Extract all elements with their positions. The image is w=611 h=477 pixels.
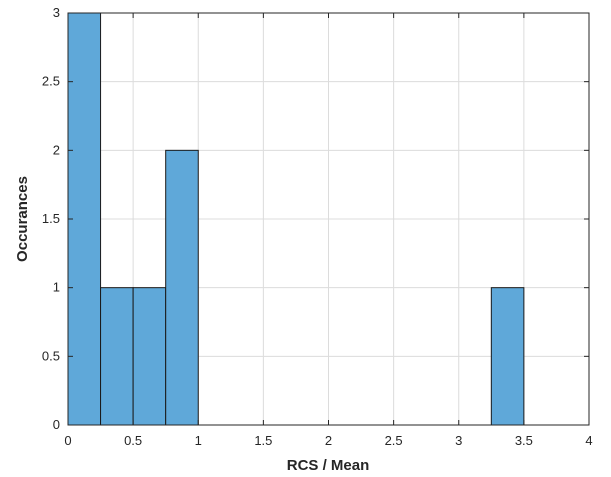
- x-tick-label: 2: [325, 433, 332, 448]
- y-tick-label: 0.5: [42, 348, 60, 363]
- x-tick-label: 0: [64, 433, 71, 448]
- x-tick-label: 4: [585, 433, 592, 448]
- y-tick-labels: 0 0.5 1 1.5 2 2.5 3: [42, 5, 60, 432]
- x-tick-label: 2.5: [385, 433, 403, 448]
- y-tick-label: 0: [53, 417, 60, 432]
- y-tick-label: 1.5: [42, 211, 60, 226]
- histogram-bar: [100, 287, 134, 426]
- y-tick-label: 2.5: [42, 74, 60, 89]
- histogram-bar: [490, 287, 525, 426]
- x-tick-label: 1.5: [254, 433, 272, 448]
- y-tick-label: 3: [53, 5, 60, 20]
- histogram-bar: [165, 149, 199, 426]
- x-tick-label: 3: [455, 433, 462, 448]
- y-tick-label: 1: [53, 280, 60, 295]
- x-tick-label: 0.5: [124, 433, 142, 448]
- x-tick-label: 3.5: [515, 433, 533, 448]
- x-axis-label: RCS / Mean: [287, 457, 370, 474]
- histogram-bar: [132, 287, 167, 426]
- y-axis-label: Occurances: [14, 176, 31, 262]
- axes: [67, 12, 590, 426]
- x-tick-labels: 0 0.5 1 1.5 2 2.5 3 3.5 4: [64, 433, 592, 448]
- y-tick-label: 2: [53, 142, 60, 157]
- x-tick-label: 1: [195, 433, 202, 448]
